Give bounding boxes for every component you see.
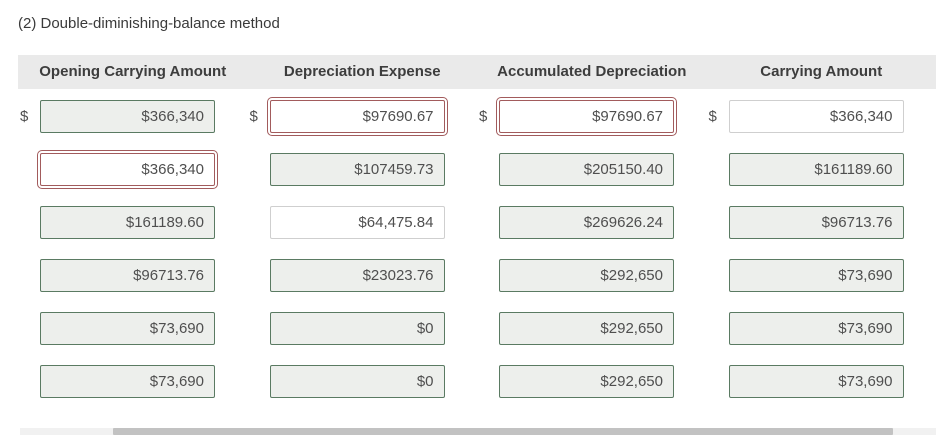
column-header-opening-carrying-amount: Opening Carrying Amount — [39, 63, 227, 80]
section-title: (2) Double-diminishing-balance method — [18, 15, 280, 32]
table-cell: $ — [18, 100, 248, 133]
table-row: $ $ $ $ — [18, 97, 936, 136]
table-row — [18, 259, 936, 292]
depreciation-expense-input — [269, 259, 445, 292]
accumulated-depreciation-input — [499, 259, 674, 292]
table-cell — [477, 365, 707, 398]
table-cell — [248, 153, 478, 186]
currency-prefix: $ — [20, 108, 29, 125]
table-cell — [18, 259, 248, 292]
table-cell — [248, 312, 478, 345]
table-cell: $ — [248, 97, 478, 136]
table-cell — [707, 153, 936, 186]
opening-carrying-amount-input — [40, 365, 215, 398]
table-header: Opening Carrying Amount Depreciation Exp… — [18, 55, 936, 89]
depreciation-expense-input — [269, 312, 445, 345]
table-body: $ $ $ $ — [0, 97, 936, 398]
table-cell — [248, 206, 478, 239]
opening-carrying-amount-input — [40, 259, 215, 292]
accumulated-depreciation-input — [499, 312, 674, 345]
carrying-amount-input[interactable] — [728, 100, 904, 133]
table-cell — [248, 365, 478, 398]
column-header-depreciation-expense: Depreciation Expense — [283, 63, 441, 80]
currency-prefix: $ — [479, 108, 488, 125]
column-header-accumulated-depreciation: Accumulated Depreciation — [497, 63, 687, 80]
table-cell: $ — [477, 97, 707, 136]
table-cell — [707, 365, 936, 398]
carrying-amount-input — [728, 365, 904, 398]
table-row — [18, 150, 936, 189]
table-row — [18, 312, 936, 345]
carrying-amount-input — [728, 153, 904, 186]
table-cell — [477, 206, 707, 239]
depreciation-expense-input[interactable] — [266, 97, 448, 136]
table-row — [18, 206, 936, 239]
currency-prefix: $ — [249, 108, 258, 125]
opening-carrying-amount-input — [40, 312, 215, 345]
table-cell — [18, 206, 248, 239]
table-cell — [477, 259, 707, 292]
table-cell — [248, 259, 478, 292]
table-row — [18, 365, 936, 398]
table-cell — [477, 312, 707, 345]
table-cell — [707, 206, 936, 239]
horizontal-scrollbar-track[interactable] — [20, 428, 936, 435]
table-cell — [18, 312, 248, 345]
currency-prefix: $ — [708, 108, 717, 125]
opening-carrying-amount-input — [40, 100, 215, 133]
table-cell — [18, 365, 248, 398]
accumulated-depreciation-input — [499, 153, 674, 186]
carrying-amount-input — [728, 312, 904, 345]
carrying-amount-input — [728, 206, 904, 239]
accumulated-depreciation-input[interactable] — [496, 97, 677, 136]
opening-carrying-amount-input[interactable] — [37, 150, 218, 189]
horizontal-scrollbar-thumb[interactable] — [113, 428, 893, 435]
table-cell — [707, 312, 936, 345]
accumulated-depreciation-input — [499, 206, 674, 239]
table-cell — [18, 150, 248, 189]
accumulated-depreciation-input — [499, 365, 674, 398]
table-cell — [477, 153, 707, 186]
table-cell — [707, 259, 936, 292]
depreciation-expense-input — [269, 365, 445, 398]
depreciation-expense-input — [269, 153, 445, 186]
depreciation-expense-input[interactable] — [269, 206, 445, 239]
opening-carrying-amount-input — [40, 206, 215, 239]
table-cell: $ — [707, 100, 936, 133]
column-header-carrying-amount: Carrying Amount — [760, 63, 883, 80]
carrying-amount-input — [728, 259, 904, 292]
